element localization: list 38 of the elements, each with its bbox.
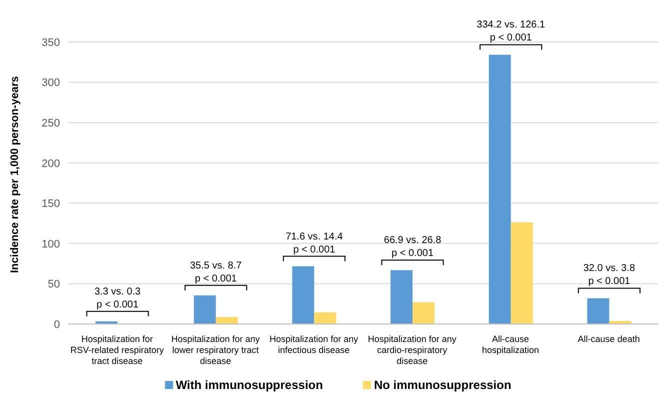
bar	[510, 222, 533, 324]
annotation: 32.0 vs. 3.8	[583, 263, 636, 274]
y-tick-label: 350	[42, 36, 60, 49]
annotation: p < 0.001	[293, 244, 336, 256]
text: 334.2 vs. 126.1	[476, 20, 546, 31]
annotation: p < 0.001	[588, 276, 631, 288]
annotation: 35.5 vs. 8.7	[190, 260, 242, 272]
y-axis-title: Incidence rate per 1,000 person-years	[8, 76, 21, 273]
bar	[390, 270, 413, 324]
y-tick-label: 300	[42, 77, 60, 90]
annotation: 66.9 vs. 26.8	[384, 235, 442, 246]
x-tick-label: Hospitalization for any cardio-respiratory disease	[368, 334, 457, 366]
bar	[412, 302, 435, 324]
bar	[587, 298, 610, 324]
bar	[194, 295, 216, 324]
annotation: p < 0.001	[96, 299, 139, 310]
y-tick-label: 150	[42, 198, 60, 210]
x-tick-label: All-cause death	[578, 334, 640, 344]
y-tick-label: 0	[54, 318, 60, 331]
x-tick-label: All-cause hospitalization	[482, 334, 540, 355]
legend-label: With immunosuppression	[176, 378, 323, 392]
bar	[292, 266, 314, 324]
annotation: p < 0.001	[490, 32, 532, 44]
y-tick-label: 250	[42, 117, 60, 130]
y-tick-label: 50	[48, 278, 60, 291]
annotation: 71.6 vs. 14.4	[286, 231, 344, 242]
legend-label: No immunosuppression	[374, 378, 512, 392]
x-tick-label: Hospitalization for any infectious disease	[270, 334, 359, 355]
y-tick-label: 100	[42, 238, 60, 250]
bar	[314, 312, 336, 324]
bar	[216, 316, 238, 324]
annotation: p < 0.001	[392, 248, 434, 260]
bar	[488, 54, 511, 324]
annotation: 3.3 vs. 0.3	[94, 286, 142, 298]
annotation: p < 0.001	[194, 273, 238, 284]
x-tick-label: Hospitalization for any lower respiratory tract disease	[171, 334, 260, 366]
y-tick-label: 200	[42, 158, 60, 170]
x-tick-label: Hospitalization for RSV-related respiratory tract disease	[70, 334, 164, 366]
